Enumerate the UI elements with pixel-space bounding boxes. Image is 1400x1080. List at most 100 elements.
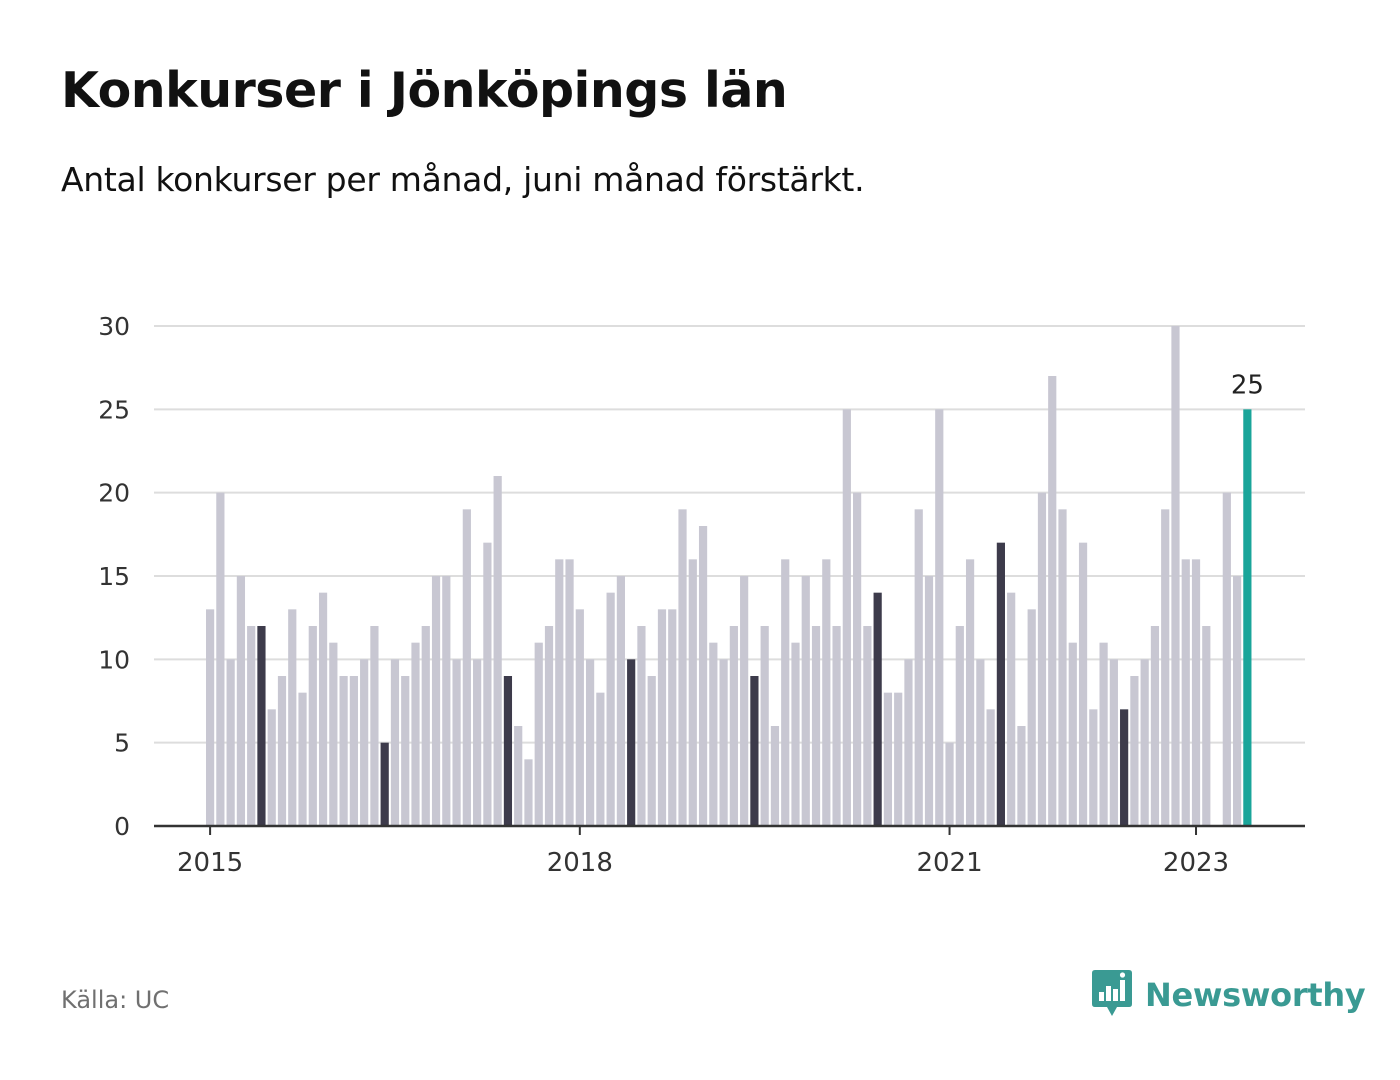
newsworthy-brand[interactable]: Newsworthy: [1091, 968, 1366, 1022]
bar: [267, 709, 276, 826]
bar: [668, 609, 677, 826]
bar: [719, 659, 728, 826]
bar: [616, 576, 625, 826]
bar: [760, 626, 769, 826]
y-axis-ticks: 0 5 10 15 20 25 30: [98, 312, 130, 841]
bar: [740, 576, 749, 826]
bar: [647, 676, 656, 826]
bar: [473, 659, 482, 826]
x-axis-ticks: 2015 2018 2021 2023: [177, 826, 1229, 878]
bar: [575, 609, 584, 826]
bar: [1161, 509, 1170, 826]
bar: [288, 609, 297, 826]
bar: [462, 509, 471, 826]
bars: [206, 326, 1252, 826]
bar: [1150, 626, 1160, 826]
bar: [380, 742, 389, 826]
bar-chart: 0 5 10 15 20 25 30 2015 2018 2021 2023 25: [98, 312, 1305, 878]
x-tick-label: 2023: [1163, 848, 1229, 878]
y-tick-label: 5: [114, 729, 130, 758]
bar: [390, 659, 400, 826]
bar: [914, 509, 923, 826]
y-tick-label: 10: [98, 645, 130, 674]
bar: [493, 476, 502, 826]
bar: [1233, 576, 1242, 826]
bar: [401, 676, 410, 826]
bar: [431, 576, 441, 826]
bar: [318, 592, 328, 826]
bar: [811, 626, 821, 826]
bar: [976, 659, 985, 826]
y-tick-label: 25: [98, 395, 130, 424]
bar: [1130, 676, 1139, 826]
bar: [709, 642, 718, 826]
bar: [1017, 726, 1026, 826]
bar: [1109, 659, 1118, 826]
source-label: Källa: UC: [61, 986, 170, 1014]
bar: [1068, 642, 1077, 826]
bar: [1007, 592, 1016, 826]
bar: [657, 609, 667, 826]
latest-value-label: 25: [1231, 370, 1264, 400]
y-tick-label: 15: [98, 562, 130, 591]
bar: [1048, 376, 1057, 826]
bar: [277, 676, 287, 826]
bar: [883, 692, 893, 826]
bar: [1140, 659, 1149, 826]
bar: [421, 626, 430, 826]
bar: [216, 492, 225, 826]
bar: [308, 626, 317, 826]
brand-name: Newsworthy: [1145, 976, 1366, 1014]
bar: [894, 692, 903, 826]
bar: [503, 676, 513, 826]
newsworthy-logo-icon: [1091, 968, 1133, 1022]
bar: [349, 676, 358, 826]
bar: [1027, 609, 1036, 826]
bar: [442, 576, 451, 826]
chart-title: Konkurser i Jönköpings län: [61, 62, 788, 119]
bar: [257, 626, 266, 826]
bar: [1222, 492, 1231, 826]
bar: [452, 659, 461, 826]
y-tick-label: 30: [98, 312, 130, 341]
bar: [339, 676, 348, 826]
bar: [1191, 559, 1201, 826]
bar: [729, 626, 738, 826]
bar: [832, 626, 841, 826]
x-tick-label: 2018: [547, 848, 613, 878]
bar: [1181, 559, 1190, 826]
bar: [544, 626, 554, 826]
bar: [965, 559, 975, 826]
x-tick-label: 2015: [177, 848, 243, 878]
bar: [226, 659, 235, 826]
bar: [411, 642, 420, 826]
bar: [688, 559, 697, 826]
bar: [1058, 509, 1067, 826]
x-tick-label: 2021: [916, 848, 982, 878]
bar: [206, 609, 215, 826]
bar: [1120, 709, 1129, 826]
bar: [853, 492, 862, 826]
annotations: 25: [1231, 370, 1264, 400]
bar: [1037, 492, 1047, 826]
bar: [996, 542, 1005, 826]
bar: [678, 509, 687, 826]
bar: [1099, 642, 1108, 826]
bar: [935, 409, 944, 826]
bar: [370, 626, 379, 826]
bar: [924, 576, 934, 826]
bar: [247, 626, 256, 826]
bar: [986, 709, 995, 826]
bar-latest: [1243, 409, 1252, 826]
bar: [534, 642, 543, 826]
bar: [585, 659, 595, 826]
bar: [1078, 542, 1088, 826]
y-tick-label: 0: [114, 812, 130, 841]
bar: [945, 742, 954, 826]
bar: [770, 726, 780, 826]
bar: [873, 592, 882, 826]
bar: [863, 626, 872, 826]
bar: [1202, 626, 1211, 826]
bar: [360, 659, 369, 826]
bar: [565, 559, 574, 826]
